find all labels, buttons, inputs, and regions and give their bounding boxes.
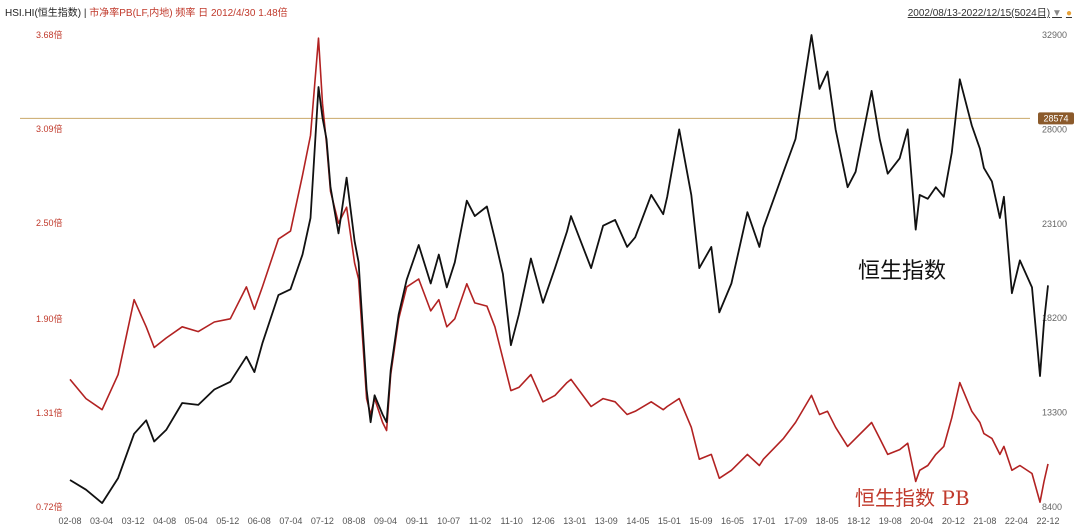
right-tick-label: 18200 bbox=[1042, 313, 1067, 323]
triangle-down-icon[interactable]: ▼ bbox=[1052, 8, 1062, 19]
x-tick-label: 12-06 bbox=[532, 516, 555, 526]
indicator-title: HSI.HI(恒生指数) | 市净率PB(LF,内地) 频率 日 2012/4/… bbox=[5, 4, 288, 19]
x-tick-label: 07-04 bbox=[279, 516, 302, 526]
x-tick-label: 04-08 bbox=[153, 516, 176, 526]
x-tick-label: 17-09 bbox=[784, 516, 807, 526]
annotation-hsi: 恒生指数 bbox=[858, 259, 946, 284]
x-tick-label: 06-08 bbox=[248, 516, 271, 526]
left-axis: 3.68倍 3.09倍 2.50倍 1.90倍 1.31倍 0.72倍 bbox=[36, 29, 63, 512]
x-tick-label: 11-10 bbox=[500, 516, 522, 526]
left-tick-label: 2.50倍 bbox=[36, 217, 63, 228]
date-range-selector[interactable]: 2002/08/13-2022/12/15(5024日) ▼ ● bbox=[908, 4, 1072, 19]
x-tick-label: 03-04 bbox=[90, 516, 113, 526]
left-tick-label: 3.09倍 bbox=[36, 123, 63, 134]
x-tick-label: 15-09 bbox=[689, 516, 712, 526]
x-tick-label: 22-12 bbox=[1036, 516, 1059, 526]
x-tick-label: 05-04 bbox=[185, 516, 208, 526]
x-tick-label: 05-12 bbox=[216, 516, 239, 526]
x-tick-label: 09-04 bbox=[374, 516, 397, 526]
x-tick-label: 20-12 bbox=[942, 516, 965, 526]
reference-badge-bg bbox=[1038, 112, 1074, 125]
right-tick-label: 23100 bbox=[1042, 219, 1067, 229]
x-tick-label: 22-04 bbox=[1005, 516, 1028, 526]
x-tick-label: 11-02 bbox=[469, 516, 491, 526]
right-axis: 32900 28000 23100 18200 13300 8400 bbox=[1042, 30, 1067, 512]
reference-badge-label: 28574 bbox=[1043, 113, 1068, 123]
x-tick-label: 21-08 bbox=[973, 516, 996, 526]
dot-icon: ● bbox=[1065, 8, 1072, 19]
x-tick-label: 02-08 bbox=[58, 516, 81, 526]
x-tick-label: 18-05 bbox=[816, 516, 839, 526]
x-tick-label: 14-05 bbox=[626, 516, 649, 526]
left-tick-label: 1.31倍 bbox=[36, 407, 63, 418]
right-tick-label: 32900 bbox=[1042, 30, 1067, 40]
x-tick-label: 03-12 bbox=[122, 516, 145, 526]
left-tick-label: 0.72倍 bbox=[36, 501, 63, 512]
x-tick-label: 10-07 bbox=[437, 516, 460, 526]
series-line-pb bbox=[69, 37, 1049, 503]
date-range-label[interactable]: 2002/08/13-2022/12/15(5024日) bbox=[907, 8, 1051, 19]
ticker-label[interactable]: HSI.HI(恒生指数) bbox=[5, 8, 82, 19]
reference-badge: 28574 bbox=[1038, 112, 1074, 125]
title-separator: | bbox=[81, 8, 90, 19]
series-line-hsi bbox=[69, 34, 1049, 504]
indicator-label[interactable]: 市净率PB(LF,内地) 频率 日 2012/4/30 1.48倍 bbox=[89, 8, 288, 19]
right-tick-label: 28000 bbox=[1042, 124, 1067, 134]
x-tick-label: 17-01 bbox=[753, 516, 776, 526]
annotation-pb: 恒生指数 PB bbox=[855, 486, 970, 510]
x-tick-label: 13-09 bbox=[595, 516, 618, 526]
x-axis: 02-08 03-04 03-12 04-08 05-04 05-12 06-08 07-04… bbox=[58, 516, 1059, 526]
right-tick-label: 8400 bbox=[1042, 502, 1062, 512]
x-tick-label: 18-12 bbox=[847, 516, 870, 526]
x-tick-label: 13-01 bbox=[563, 516, 586, 526]
x-tick-label: 08-08 bbox=[342, 516, 365, 526]
right-tick-label: 13300 bbox=[1042, 408, 1067, 418]
x-tick-label: 19-08 bbox=[879, 516, 902, 526]
left-tick-label: 1.90倍 bbox=[36, 313, 63, 324]
x-tick-label: 20-04 bbox=[910, 516, 933, 526]
x-tick-label: 09-11 bbox=[406, 516, 428, 526]
left-tick-label: 3.68倍 bbox=[36, 29, 63, 40]
x-tick-label: 16-05 bbox=[721, 516, 744, 526]
x-tick-label: 07-12 bbox=[311, 516, 334, 526]
chart-header: HSI.HI(恒生指数) | 市净率PB(LF,内地) 频率 日 2012/4/… bbox=[0, 0, 1080, 20]
x-tick-label: 15-01 bbox=[658, 516, 681, 526]
